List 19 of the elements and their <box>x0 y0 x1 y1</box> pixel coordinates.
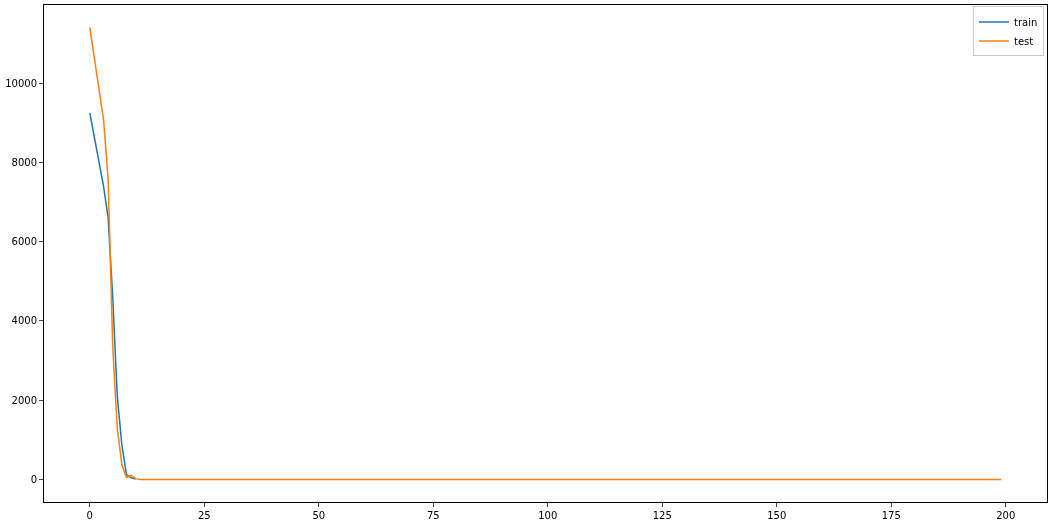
y-tick-label: 4000 <box>11 315 37 327</box>
x-tick-label: 150 <box>767 510 787 521</box>
legend-label: train <box>1013 16 1038 28</box>
legend-label: test <box>1013 35 1034 47</box>
line-series <box>89 26 1002 481</box>
x-tick-label: 100 <box>538 510 558 521</box>
x-tick-label: 25 <box>197 510 211 521</box>
y-tick-label: 10000 <box>5 77 37 89</box>
y-tick-label: 0 <box>30 473 37 485</box>
x-tick-label: 75 <box>426 510 440 521</box>
line-series <box>89 112 137 480</box>
x-tick-label: 0 <box>86 510 93 521</box>
y-tick-label: 2000 <box>11 394 37 406</box>
y-tick-label: 8000 <box>11 156 37 168</box>
x-tick-label: 200 <box>996 510 1016 521</box>
x-tick-label: 50 <box>312 510 326 521</box>
x-tick-label: 125 <box>652 510 672 521</box>
y-tick-label: 6000 <box>11 236 37 248</box>
x-tick-label: 175 <box>881 510 901 521</box>
